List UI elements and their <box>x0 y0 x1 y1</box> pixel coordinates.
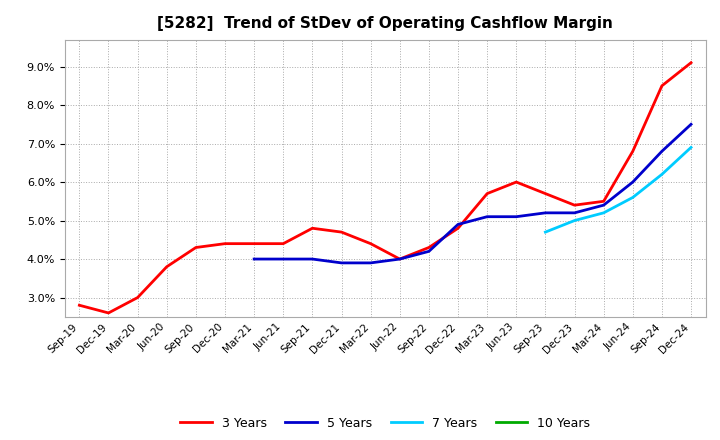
7 Years <box>541 230 550 235</box>
5 Years <box>250 257 258 262</box>
3 Years <box>133 295 142 300</box>
3 Years <box>687 60 696 65</box>
3 Years <box>657 83 666 88</box>
5 Years <box>337 260 346 265</box>
3 Years <box>395 257 404 262</box>
5 Years <box>308 257 317 262</box>
Line: 3 Years: 3 Years <box>79 62 691 313</box>
5 Years <box>541 210 550 216</box>
Line: 7 Years: 7 Years <box>546 147 691 232</box>
3 Years <box>308 226 317 231</box>
3 Years <box>483 191 492 196</box>
5 Years <box>279 257 287 262</box>
Line: 5 Years: 5 Years <box>254 124 691 263</box>
3 Years <box>629 149 637 154</box>
3 Years <box>599 198 608 204</box>
5 Years <box>570 210 579 216</box>
3 Years <box>163 264 171 269</box>
Title: [5282]  Trend of StDev of Operating Cashflow Margin: [5282] Trend of StDev of Operating Cashf… <box>157 16 613 32</box>
3 Years <box>541 191 550 196</box>
7 Years <box>687 145 696 150</box>
5 Years <box>512 214 521 219</box>
7 Years <box>599 210 608 216</box>
5 Years <box>599 202 608 208</box>
5 Years <box>366 260 375 265</box>
5 Years <box>483 214 492 219</box>
3 Years <box>366 241 375 246</box>
7 Years <box>657 172 666 177</box>
5 Years <box>629 180 637 185</box>
5 Years <box>425 249 433 254</box>
5 Years <box>395 257 404 262</box>
3 Years <box>220 241 229 246</box>
3 Years <box>104 310 113 315</box>
3 Years <box>279 241 287 246</box>
3 Years <box>512 180 521 185</box>
7 Years <box>629 195 637 200</box>
Legend: 3 Years, 5 Years, 7 Years, 10 Years: 3 Years, 5 Years, 7 Years, 10 Years <box>176 412 595 435</box>
5 Years <box>687 121 696 127</box>
3 Years <box>337 230 346 235</box>
3 Years <box>250 241 258 246</box>
3 Years <box>570 202 579 208</box>
3 Years <box>425 245 433 250</box>
7 Years <box>570 218 579 223</box>
3 Years <box>454 226 462 231</box>
5 Years <box>657 149 666 154</box>
3 Years <box>75 303 84 308</box>
3 Years <box>192 245 200 250</box>
5 Years <box>454 222 462 227</box>
